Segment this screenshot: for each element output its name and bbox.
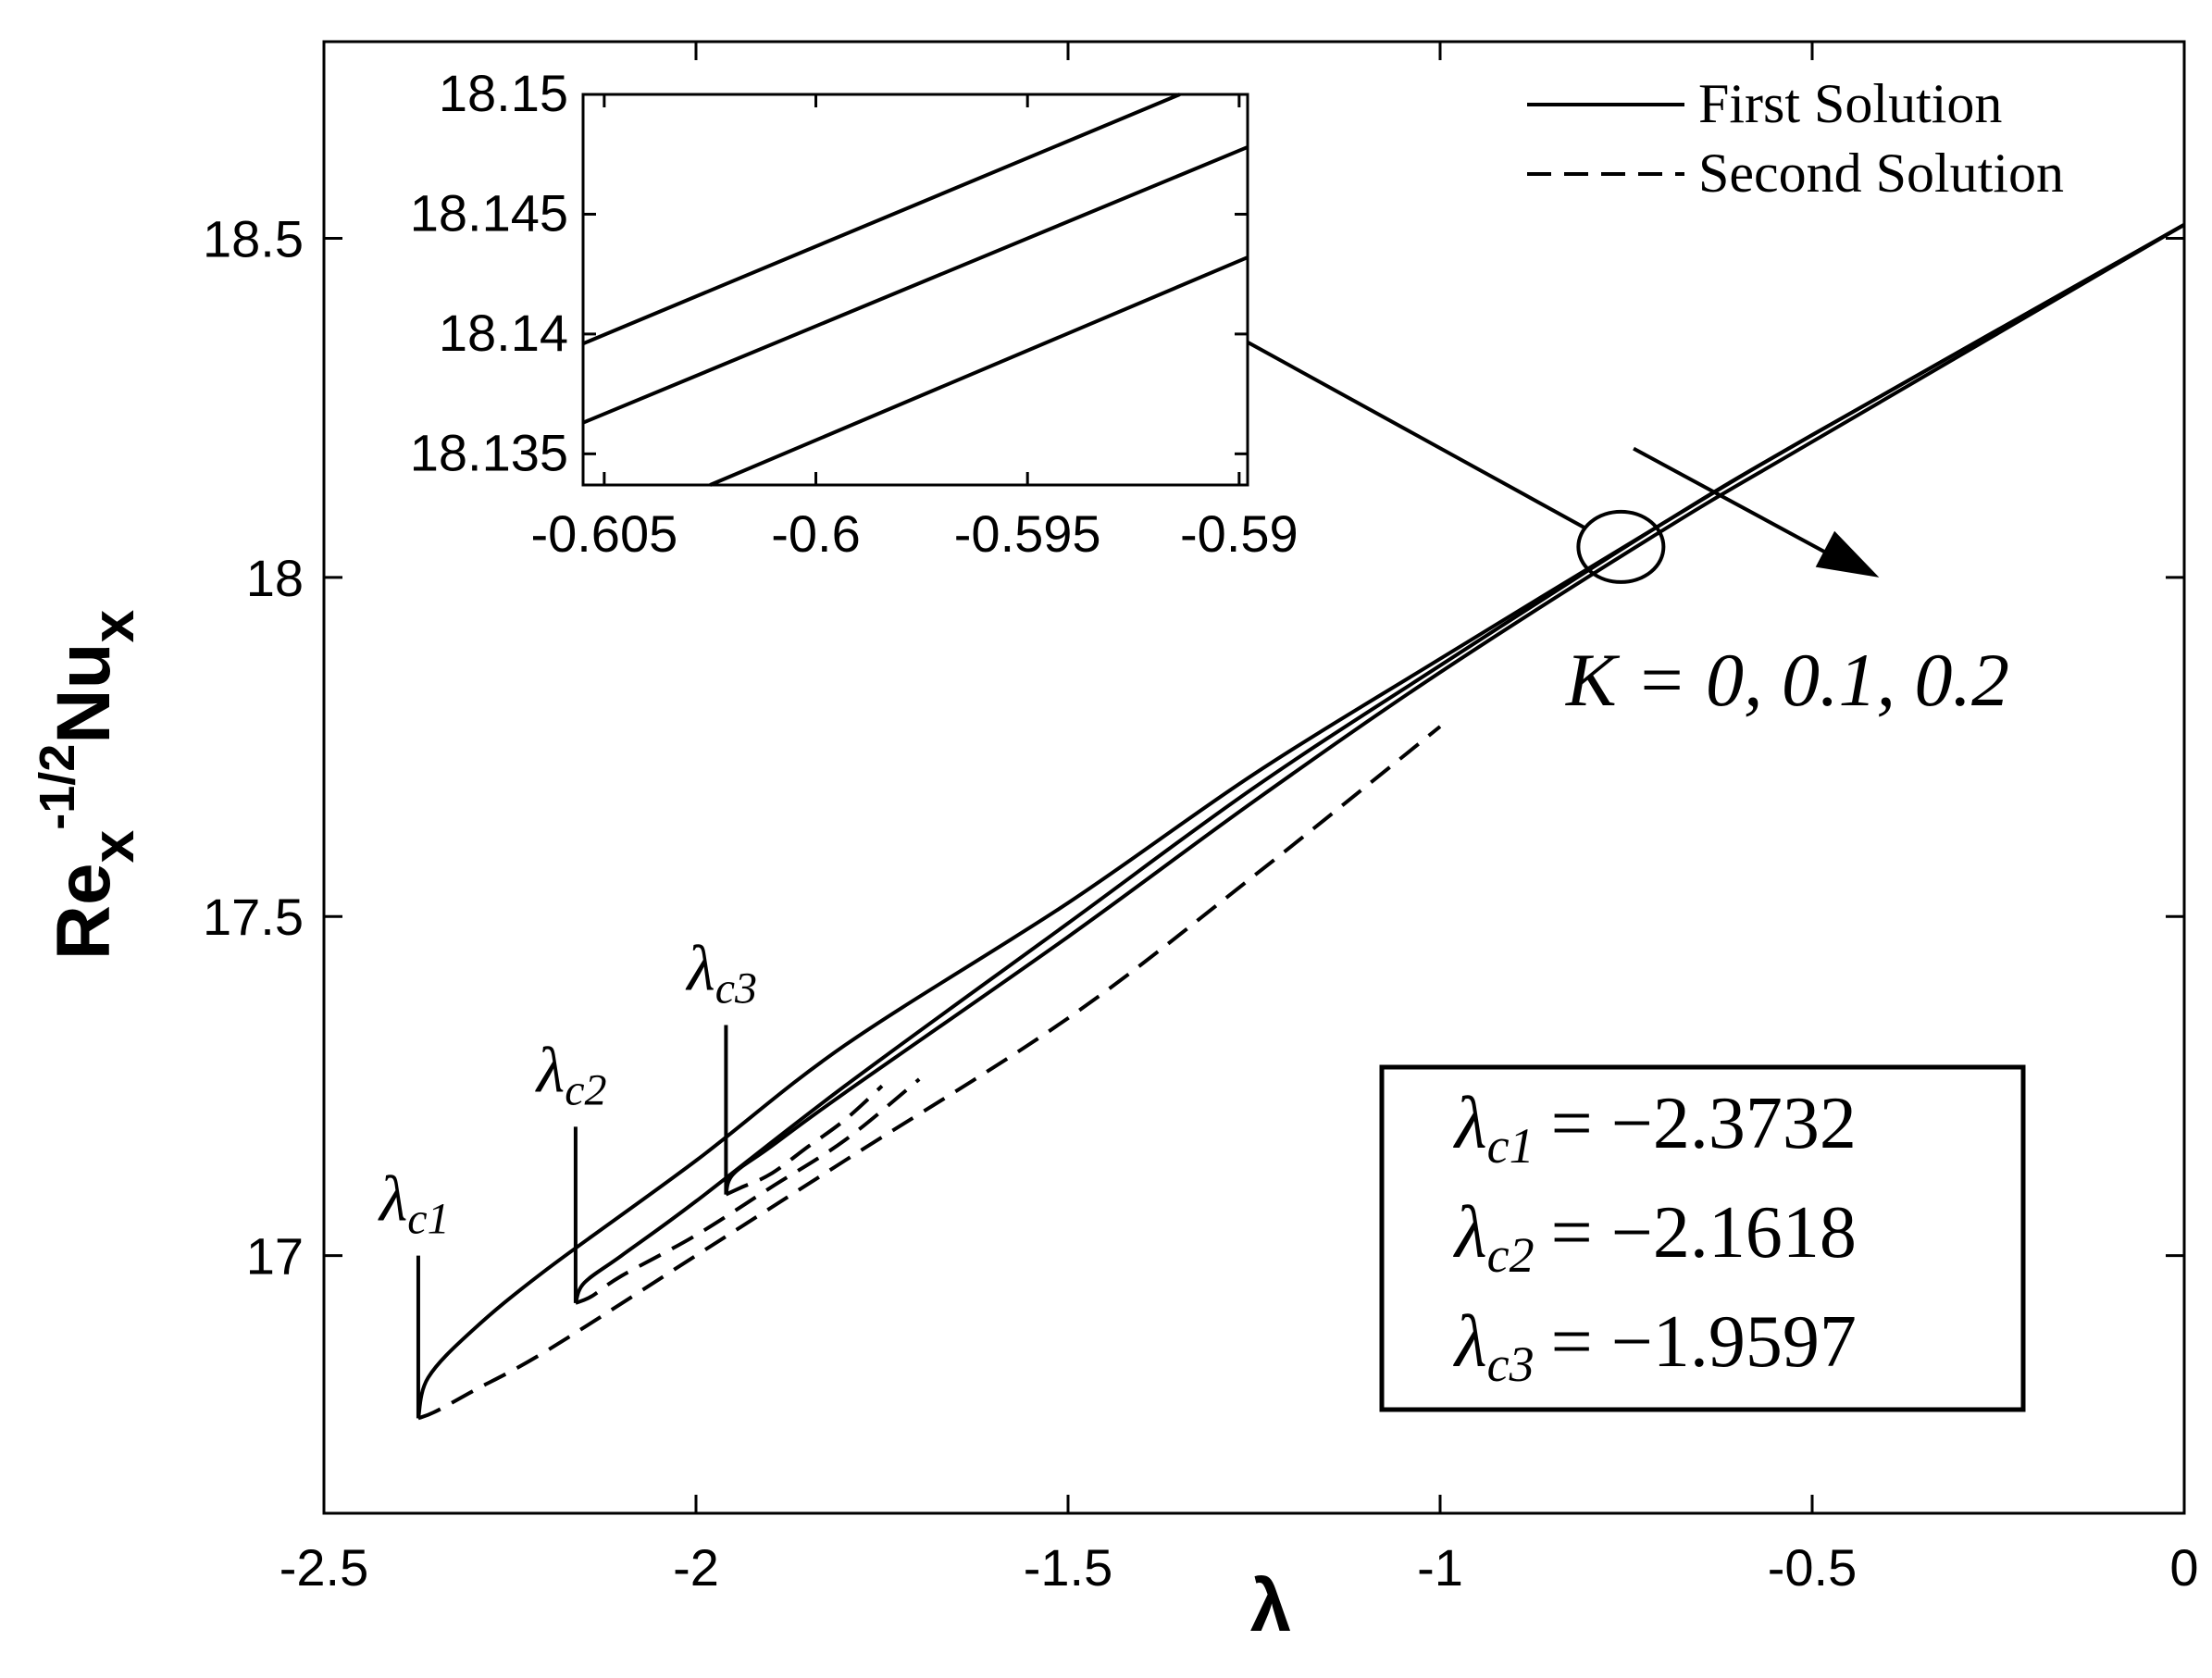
- critical-box-value-1: = −2.3732: [1551, 1083, 1857, 1164]
- x-tick-label: -2.5: [280, 1538, 369, 1597]
- critical-label-sub: c2: [565, 1065, 606, 1114]
- legend-label-first: First Solution: [1698, 73, 2002, 134]
- inset-x-tick-label: -0.6: [771, 504, 861, 563]
- inset-x-ticks: -0.605 -0.6 -0.595 -0.59: [530, 94, 1299, 563]
- first-solution-curve-3: [724, 223, 2186, 1196]
- x-axis-ticks: -2.5 -2 -1.5 -1 -0.5 0: [280, 42, 2199, 1597]
- legend: First Solution Second Solution: [1527, 73, 2064, 204]
- inset-x-tick-label: -0.595: [954, 504, 1101, 563]
- second-solution-curve-2: [575, 1077, 921, 1305]
- series-layer: [416, 223, 2186, 1421]
- inset-y-tick-label: 18.145: [410, 183, 568, 242]
- x-tick-label: -1.5: [1024, 1538, 1113, 1597]
- inset-curve-2: [582, 145, 1249, 425]
- k-arrow-line: [1633, 446, 1853, 568]
- critical-label-symbol: λ: [378, 1164, 407, 1236]
- critical-box-line-3: λc3 = −1.9597: [1453, 1301, 1857, 1392]
- y-axis-ticks: 17 17.5 18 18.5: [203, 209, 2184, 1286]
- inset-y-tick-label: 18.135: [410, 423, 568, 481]
- y-label-base2: Nu: [42, 642, 126, 743]
- zoom-connector-line: [1242, 338, 1587, 530]
- inset-curve-1: [582, 93, 1181, 346]
- critical-box-symbol-2: λ: [1453, 1192, 1487, 1274]
- inset-series-layer: [582, 93, 1249, 487]
- critical-values-box: λc1 = −2.3732 λc2 = −2.1618 λc3 = −1.9597: [1379, 1064, 2026, 1412]
- critical-box-line-1: λc1 = −2.3732: [1453, 1083, 1857, 1174]
- second-solution-curve-3: [725, 1084, 884, 1197]
- x-axis-label: λ: [1250, 1564, 1292, 1647]
- x-tick-label: 0: [2169, 1538, 2198, 1597]
- critical-box-symbol-1: λ: [1453, 1083, 1487, 1164]
- critical-box-sub-3: c3: [1487, 1336, 1535, 1392]
- inset-plot: -0.605 -0.6 -0.595 -0.59 18.13518.1418.1451…: [410, 64, 1299, 563]
- critical-box-frame: [1379, 1064, 2026, 1412]
- y-label-sub1: x: [80, 829, 146, 863]
- x-tick-label: -1: [1417, 1538, 1463, 1597]
- y-axis-label: Rex-1/2Nux: [30, 609, 146, 960]
- critical-label-2: λc2: [535, 1035, 607, 1114]
- inset-curve-3: [709, 255, 1249, 487]
- inset-x-tick-label: -0.59: [1180, 504, 1299, 563]
- critical-box-symbol-3: λ: [1453, 1301, 1487, 1383]
- y-tick-label: 18.5: [203, 209, 304, 267]
- critical-box-value-3: = −1.9597: [1551, 1301, 1857, 1383]
- critical-label-sub: c3: [715, 963, 757, 1013]
- x-tick-label: -0.5: [1768, 1538, 1858, 1597]
- critical-label-3: λc3: [685, 933, 757, 1013]
- second-solution-curve-1: [417, 725, 1442, 1421]
- y-tick-label: 17.5: [203, 888, 304, 946]
- y-label-sup: -1/2: [30, 744, 85, 830]
- critical-label-sub: c1: [407, 1195, 449, 1244]
- inset-y-tick-label: 18.15: [439, 64, 568, 122]
- critical-label-1: λc1: [378, 1164, 450, 1244]
- critical-label-symbol: λ: [535, 1035, 565, 1106]
- critical-box-line-2: λc2 = −2.1618: [1453, 1192, 1857, 1283]
- critical-box-sub-2: c2: [1487, 1227, 1535, 1283]
- zoom-ellipse: [1576, 509, 1666, 584]
- k-arrow-head: [1815, 530, 1880, 578]
- critical-box-value-2: = −2.1618: [1551, 1192, 1857, 1274]
- annotation-overlay: [1242, 338, 1880, 584]
- plot-frame: [322, 40, 2186, 1515]
- y-tick-label: 17: [246, 1227, 304, 1286]
- first-solution-curve-2: [573, 223, 2185, 1304]
- legend-label-second: Second Solution: [1698, 143, 2064, 204]
- inset-y-tick-label: 18.14: [439, 304, 568, 362]
- y-label-base: Re: [42, 863, 126, 960]
- k-annotation-label: K = 0, 0.1, 0.2: [1565, 638, 2009, 722]
- inset-y-ticks: 18.135 18.14 18.145 18.15: [410, 64, 1248, 481]
- critical-box-sub-1: c1: [1487, 1118, 1535, 1174]
- y-label-sub2: x: [80, 609, 146, 642]
- inset-x-tick-label: -0.605: [530, 504, 677, 563]
- y-tick-label: 18: [246, 549, 304, 607]
- inset-frame: [581, 93, 1249, 487]
- critical-label-symbol: λ: [685, 933, 715, 1004]
- x-tick-label: -2: [673, 1538, 719, 1597]
